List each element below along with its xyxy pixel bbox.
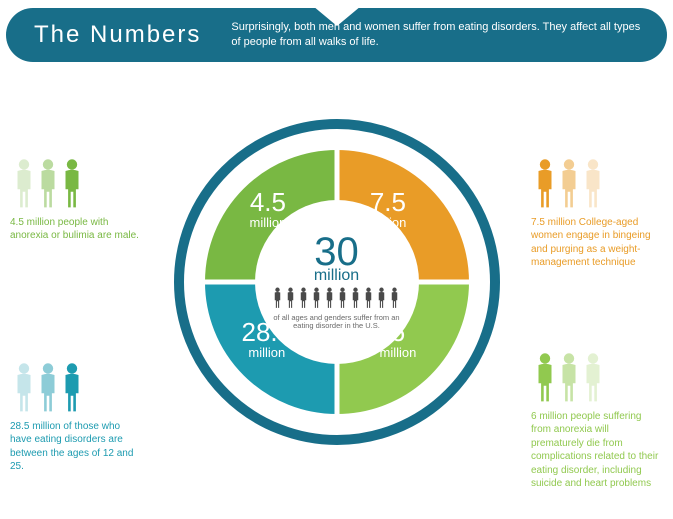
- donut-center: 30 million of all ages and genders suffe…: [255, 200, 419, 364]
- people-icon-group: [10, 158, 142, 210]
- page-title: The Numbers: [34, 21, 201, 49]
- person-icon: [58, 362, 86, 414]
- donut-chart: 4.5 million 7.5 million 6 million 28.5 m…: [172, 117, 502, 447]
- callout-text: 7.5 million College-aged women engage in…: [531, 216, 663, 270]
- center-desc: of all ages and genders suffer from an e…: [263, 314, 411, 331]
- person-icon: [579, 352, 607, 404]
- header-banner: The Numbers Surprisingly, both men and w…: [6, 8, 667, 62]
- people-icon-group: [10, 362, 142, 414]
- people-icon-group: [531, 352, 663, 404]
- callout-tr: 7.5 million College-aged women engage in…: [531, 158, 663, 270]
- page-subtitle: Surprisingly, both men and women suffer …: [231, 20, 647, 50]
- person-icon: [34, 362, 62, 414]
- person-icon: [579, 158, 607, 210]
- people-icon-group: [531, 158, 663, 210]
- center-unit: million: [314, 267, 359, 285]
- person-icon: [34, 158, 62, 210]
- center-value: 30: [314, 235, 359, 269]
- callout-br: 6 million people suffering from anorexia…: [531, 352, 663, 491]
- callout-text: 28.5 million of those who have eating di…: [10, 420, 142, 474]
- person-icon: [58, 158, 86, 210]
- callout-tl: 4.5 million people with anorexia or buli…: [10, 158, 142, 243]
- callout-bl: 28.5 million of those who have eating di…: [10, 362, 142, 474]
- header-notch-icon: [313, 6, 361, 26]
- center-people-icon: [267, 285, 407, 313]
- callout-text: 4.5 million people with anorexia or buli…: [10, 216, 142, 243]
- infographic-main: 4.5 million 7.5 million 6 million 28.5 m…: [0, 62, 673, 502]
- callout-text: 6 million people suffering from anorexia…: [531, 410, 663, 491]
